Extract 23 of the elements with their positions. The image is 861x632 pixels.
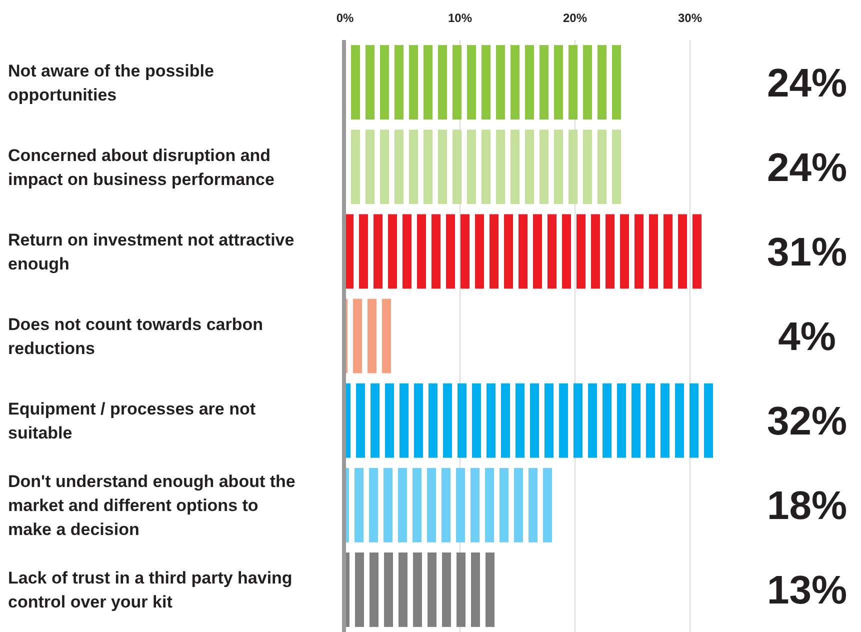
data-label: 4% bbox=[778, 315, 836, 359]
bar bbox=[345, 214, 702, 289]
x-tick-label: 10% bbox=[448, 11, 472, 25]
y-tick-label: Lack of trust in a third party having control over your kit bbox=[8, 568, 292, 612]
y-tick-label: Don't understand enough about the market and different options to make a decision bbox=[8, 472, 296, 540]
y-tick-label: Not aware of the possible opportunities bbox=[8, 61, 214, 104]
bar bbox=[345, 383, 713, 458]
data-label: 13% bbox=[766, 568, 848, 613]
bar bbox=[345, 298, 391, 374]
x-tick-label: 20% bbox=[562, 11, 588, 25]
x-tick-label: 0% bbox=[336, 11, 354, 25]
bar bbox=[345, 468, 552, 542]
data-label: 32% bbox=[766, 400, 848, 444]
data-label: 31% bbox=[766, 230, 848, 274]
y-tick-label: Equipment / processes are not suitable bbox=[8, 400, 256, 443]
bar bbox=[345, 552, 494, 627]
data-label: 24% bbox=[766, 146, 848, 190]
x-tick-label: 30% bbox=[678, 11, 702, 25]
data-label: 24% bbox=[766, 61, 848, 106]
y-tick-label: Does not count towards carbon reductions bbox=[8, 315, 264, 358]
data-label: 18% bbox=[766, 484, 848, 528]
y-tick-label: Return on investment not attractive enough bbox=[8, 230, 294, 274]
y-tick-label: Concerned about disruption and impact on business performance bbox=[8, 146, 274, 189]
